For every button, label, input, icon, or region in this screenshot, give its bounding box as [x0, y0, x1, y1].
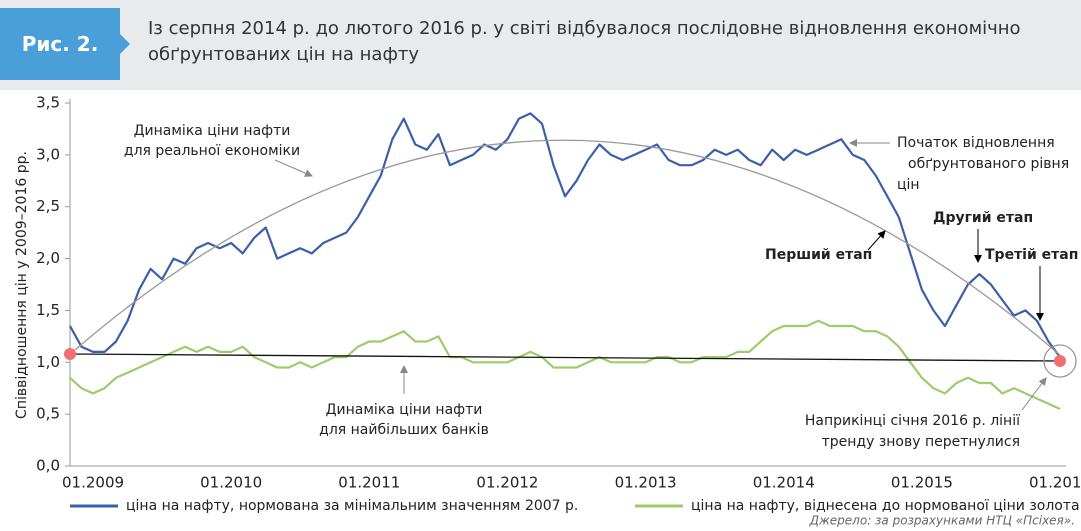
annotation: Наприкінці січня 2016 р. лінії [805, 413, 1020, 429]
trend-curve [74, 139, 1061, 356]
cross-point [64, 348, 76, 360]
x-tick-label: 01.2015 [891, 474, 953, 492]
x-tick-label: 01.2016 [1029, 474, 1081, 492]
x-tick-label: 01.2012 [476, 474, 538, 492]
annotation: для реальної економіки [124, 143, 300, 159]
cross-point [1054, 355, 1066, 367]
data-line [69, 112, 1061, 358]
highlight-circle [1043, 344, 1077, 378]
header: Рис. 2. Із серпня 2014 р. до лютого 2016… [0, 0, 1081, 90]
y-tick-label: 1,5 [36, 301, 60, 319]
y-tick-label: 2,5 [36, 197, 60, 215]
annotation: Перший етап [765, 247, 872, 263]
x-tick-label: 01.2010 [200, 474, 262, 492]
annotation: Динаміка ціни нафти [134, 123, 291, 139]
arrow [274, 159, 313, 177]
arrow [867, 230, 886, 251]
arrow [1021, 377, 1047, 411]
annotation: обґрунтованого рівня [908, 156, 1069, 172]
title-line: обґрунтованих цін на нафту [148, 44, 419, 65]
data-line [69, 319, 1061, 411]
title: Із серпня 2014 р. до лютого 2016 р. у св… [148, 16, 1021, 68]
y-tick-label: 3,0 [36, 145, 60, 163]
annotation: Початок відновлення [897, 135, 1055, 151]
legend-label: ціна на нафту, віднесена до нормованої ц… [691, 498, 1080, 514]
x-tick-label: 01.2013 [615, 474, 677, 492]
notch [120, 34, 130, 54]
figure-label: Рис. 2. [0, 8, 120, 80]
title-line: Із серпня 2014 р. до лютого 2016 р. у св… [148, 18, 1021, 39]
y-tick-label: 0,0 [36, 457, 60, 475]
x-tick-label: 01.2011 [338, 474, 400, 492]
legend-label: ціна на нафту, нормована за мінімальним … [126, 498, 578, 514]
annotation: для найбільших банків [319, 422, 489, 438]
x-tick-label: 01.2009 [62, 474, 124, 492]
annotation: Третій етап [985, 247, 1078, 263]
y-tick-label: 0,5 [36, 405, 60, 423]
y-axis-label: Співвідношення цін у 2009–2016 рр. [14, 151, 30, 419]
y-tick-label: 3,5 [36, 94, 60, 112]
x-tick-label: 01.2014 [753, 474, 815, 492]
annotation: цін [897, 177, 920, 193]
annotation: тренду знову перетнулися [822, 434, 1020, 450]
y-tick-label: 1,0 [36, 353, 60, 371]
annotation: Динаміка ціни нафти [326, 402, 483, 418]
source: Джерело: за розрахунками НТЦ «Псіхея». [809, 514, 1075, 528]
trend-line [69, 353, 1061, 362]
annotation: Другий етап [933, 210, 1033, 226]
y-tick-label: 2,0 [36, 249, 60, 267]
